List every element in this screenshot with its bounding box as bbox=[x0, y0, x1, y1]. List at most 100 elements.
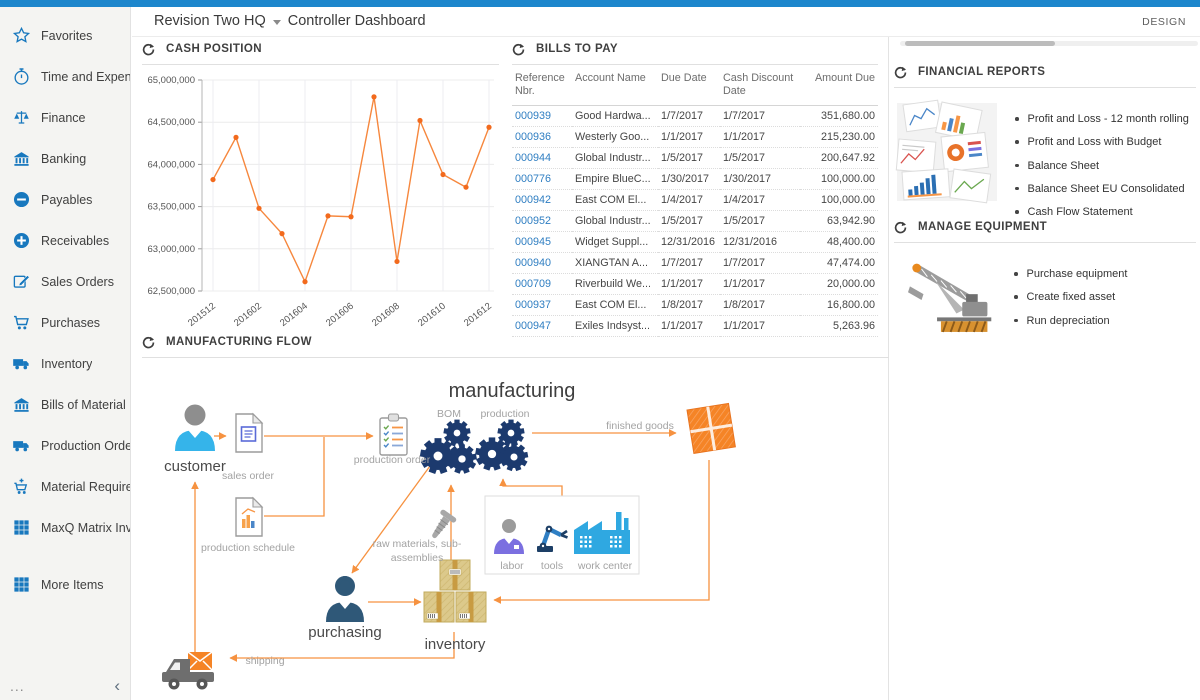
bill-amount-due: 200,647.92 bbox=[800, 147, 878, 169]
bill-reference-link[interactable]: 000937 bbox=[515, 298, 552, 311]
bill-account-name: Global Industr... bbox=[572, 210, 658, 232]
bill-reference-link[interactable]: 000945 bbox=[515, 235, 552, 248]
grid-icon bbox=[12, 575, 31, 594]
refresh-icon[interactable] bbox=[512, 43, 525, 56]
table-row[interactable]: 000944 Global Industr... 1/5/2017 1/5/2017 2… bbox=[512, 147, 878, 169]
sidebar-item-more-items[interactable]: More Items bbox=[0, 564, 130, 605]
column-header[interactable]: Amount Due bbox=[800, 67, 878, 106]
chevron-down-icon[interactable] bbox=[272, 19, 281, 25]
bullet-icon bbox=[1015, 140, 1019, 144]
bill-reference-link[interactable]: 000776 bbox=[515, 172, 552, 185]
star-icon bbox=[12, 26, 31, 45]
column-header[interactable]: Reference Nbr. bbox=[512, 67, 572, 106]
shipping-truck-icon bbox=[162, 651, 214, 690]
sidebar-item-time-and-expenses[interactable]: Time and Expenses bbox=[0, 56, 130, 97]
work-center-icon bbox=[574, 512, 630, 554]
svg-text:62,500,000: 62,500,000 bbox=[147, 286, 195, 297]
table-row[interactable]: 000942 East COM El... 1/4/2017 1/4/2017 100,… bbox=[512, 189, 878, 211]
sidebar-item-label: Finance bbox=[41, 110, 86, 125]
sidebar-item-purchases[interactable]: Purchases bbox=[0, 302, 130, 343]
table-row[interactable]: 000952 Global Industr... 1/5/2017 1/5/2017 6… bbox=[512, 210, 878, 232]
sidebar-item-finance[interactable]: Finance bbox=[0, 97, 130, 138]
sidebar-item-label: Production Orders bbox=[41, 438, 130, 453]
sidebar-item-bills-of-material[interactable]: Bills of Material bbox=[0, 384, 130, 425]
sidebar-item-maxq-matrix-invent[interactable]: MaxQ Matrix Invent... bbox=[0, 507, 130, 548]
bill-due-date: 1/1/2017 bbox=[658, 126, 720, 148]
equipment-action-link[interactable]: Purchase equipment bbox=[1026, 268, 1128, 280]
svg-text:201608: 201608 bbox=[370, 301, 402, 329]
bill-reference-link[interactable]: 000939 bbox=[515, 109, 552, 122]
bill-account-name: Riverbuild We... bbox=[572, 273, 658, 295]
sidebar-item-label: Receivables bbox=[41, 233, 110, 248]
bill-reference-link[interactable]: 000944 bbox=[515, 151, 552, 164]
table-row[interactable]: 000939 Good Hardwa... 1/7/2017 1/7/2017 351,… bbox=[512, 105, 878, 127]
panel-title: MANAGE EQUIPMENT bbox=[918, 221, 1048, 233]
inventory-label: inventory bbox=[424, 636, 486, 653]
financial-report-link[interactable]: Balance Sheet EU Consolidated bbox=[1027, 182, 1185, 195]
diagram-title: manufacturing bbox=[448, 380, 576, 402]
sidebar-item-banking[interactable]: Banking bbox=[0, 138, 130, 179]
customer-label: customer bbox=[164, 458, 226, 475]
table-row[interactable]: 000947 Exiles Indsyst... 1/1/2017 1/1/2017 5… bbox=[512, 315, 878, 337]
refresh-icon[interactable] bbox=[894, 221, 907, 234]
bill-reference-link[interactable]: 000947 bbox=[515, 319, 552, 332]
bill-reference-link[interactable]: 000709 bbox=[515, 277, 552, 290]
refresh-icon[interactable] bbox=[142, 43, 155, 56]
table-row[interactable]: 000709 Riverbuild We... 1/1/2017 1/1/2017 20… bbox=[512, 273, 878, 295]
truck-icon bbox=[12, 436, 31, 455]
bill-account-name: Good Hardwa... bbox=[572, 105, 658, 127]
sidebar-item-label: More Items bbox=[41, 577, 104, 592]
plus-circle-icon bbox=[12, 231, 31, 250]
list-item: Run depreciation bbox=[1014, 314, 1127, 328]
table-row[interactable]: 000945 Widget Suppl... 12/31/2016 12/31/201… bbox=[512, 231, 878, 253]
more-options-icon[interactable]: ... bbox=[10, 677, 25, 694]
equipment-action-link[interactable]: Create fixed asset bbox=[1026, 291, 1116, 304]
company-name[interactable]: Revision Two HQ bbox=[154, 13, 266, 29]
bill-amount-due: 351,680.00 bbox=[800, 105, 878, 127]
panel-title: BILLS TO PAY bbox=[536, 43, 618, 55]
panel-title: MANUFACTURING FLOW bbox=[166, 336, 312, 348]
manufacturing-flow-diagram: manufacturing BOM production customer sa… bbox=[142, 360, 889, 700]
sidebar-item-receivables[interactable]: Receivables bbox=[0, 220, 130, 261]
bill-reference-link[interactable]: 000940 bbox=[515, 256, 552, 269]
list-item: Balance Sheet EU Consolidated bbox=[1015, 182, 1189, 196]
design-button[interactable]: DESIGN bbox=[1142, 16, 1186, 28]
manage-equipment-panel: MANAGE EQUIPMENT Purchase equipment Cr bbox=[894, 218, 1196, 344]
sidebar-item-material-requirem[interactable]: Material Requirem... bbox=[0, 466, 130, 507]
collapse-sidebar-icon[interactable]: ‹ bbox=[114, 676, 120, 695]
sidebar-item-production-orders[interactable]: Production Orders bbox=[0, 425, 130, 466]
sidebar-item-sales-orders[interactable]: Sales Orders bbox=[0, 261, 130, 302]
bill-reference-link[interactable]: 000952 bbox=[515, 214, 552, 227]
equipment-action-link[interactable]: Run depreciation bbox=[1026, 314, 1110, 327]
table-row[interactable]: 000936 Westerly Goo... 1/1/2017 1/1/2017 215… bbox=[512, 126, 878, 148]
bill-reference-link[interactable]: 000942 bbox=[515, 193, 552, 206]
production-schedule-icon bbox=[235, 496, 264, 537]
column-header[interactable]: Due Date bbox=[658, 67, 720, 106]
table-row[interactable]: 000940 XIANGTAN A... 1/7/2017 1/7/2017 47,47… bbox=[512, 252, 878, 274]
scrollbar-thumb[interactable] bbox=[905, 41, 1055, 46]
bills-table: Reference Nbr. Account Name Due Date Cash D… bbox=[512, 67, 878, 337]
list-item: Cash Flow Statement bbox=[1015, 205, 1189, 219]
page-header: Revision Two HQ Controller Dashboard DES… bbox=[132, 7, 1200, 37]
flow-arrows bbox=[191, 429, 710, 662]
column-header[interactable]: Cash Discount Date bbox=[720, 67, 800, 106]
svg-text:201606: 201606 bbox=[324, 301, 356, 329]
refresh-icon[interactable] bbox=[142, 336, 155, 349]
manufacturing-gears-icon bbox=[419, 419, 529, 474]
financial-report-link[interactable]: Profit and Loss with Budget bbox=[1027, 136, 1162, 149]
table-row[interactable]: 000776 Empire BlueC... 1/30/2017 1/30/2017 1… bbox=[512, 168, 878, 190]
sidebar-item-payables[interactable]: Payables bbox=[0, 179, 130, 220]
sidebar-item-inventory[interactable]: Inventory bbox=[0, 343, 130, 384]
sidebar-item-favorites[interactable]: Favorites bbox=[0, 15, 130, 56]
table-row[interactable]: 000937 East COM El... 1/8/2017 1/8/2017 16,8… bbox=[512, 294, 878, 316]
production-schedule-label: production schedule bbox=[201, 542, 295, 554]
bill-reference-link[interactable]: 000936 bbox=[515, 130, 552, 143]
svg-text:201604: 201604 bbox=[278, 301, 310, 329]
refresh-icon[interactable] bbox=[894, 66, 907, 79]
crane-image bbox=[894, 259, 1000, 344]
column-header[interactable]: Account Name bbox=[572, 67, 658, 106]
financial-report-link[interactable]: Balance Sheet bbox=[1027, 159, 1100, 172]
financial-report-link[interactable]: Profit and Loss - 12 month rolling bbox=[1027, 113, 1189, 125]
horizontal-scrollbar[interactable] bbox=[900, 41, 1198, 46]
financial-report-link[interactable]: Cash Flow Statement bbox=[1027, 206, 1133, 219]
